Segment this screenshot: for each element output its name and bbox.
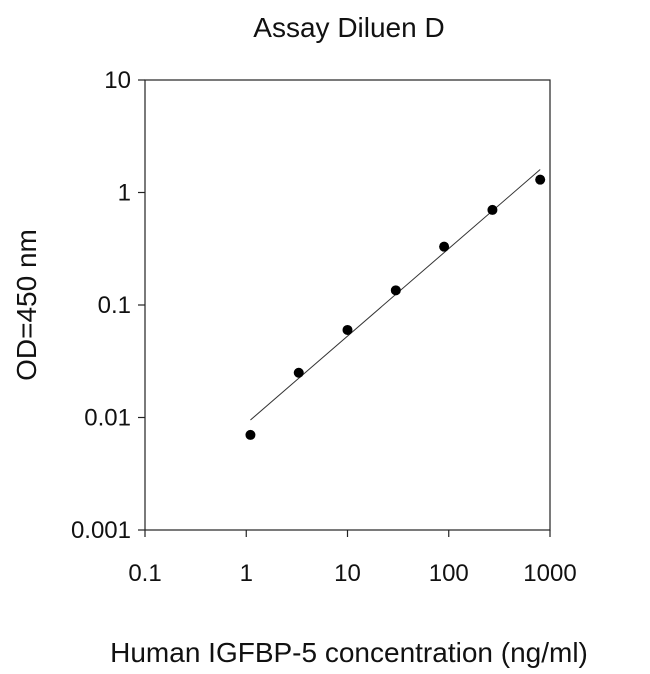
x-tick-label: 0.1: [128, 560, 161, 587]
y-tick-label: 10: [104, 67, 131, 94]
x-axis: 0.1 1 10 100 1000: [128, 530, 577, 587]
x-tick-label: 1000: [523, 560, 576, 587]
y-tick-label: 0.01: [84, 405, 131, 432]
data-point: [342, 324, 353, 335]
data-point: [439, 241, 450, 252]
data-point: [535, 174, 546, 185]
x-tick-label: 10: [334, 560, 361, 587]
chart-title: Assay Diluen D: [253, 12, 444, 43]
data-point: [487, 204, 498, 215]
x-tick-label: 100: [429, 560, 469, 587]
y-tick-label: 0.001: [71, 517, 131, 544]
data-point: [390, 285, 401, 296]
data-point: [245, 429, 256, 440]
y-axis: 0.001 0.01 0.1 1 10: [71, 67, 145, 544]
y-axis-label: OD=450 nm: [11, 229, 42, 381]
plot-area-frame: [144, 79, 551, 531]
y-tick-label: 1: [118, 180, 131, 207]
series-points: [245, 174, 546, 440]
x-axis-label: Human IGFBP-5 concentration (ng/ml): [110, 637, 588, 668]
y-tick-label: 0.1: [98, 292, 131, 319]
x-tick-label: 1: [240, 560, 253, 587]
data-point: [293, 367, 304, 378]
